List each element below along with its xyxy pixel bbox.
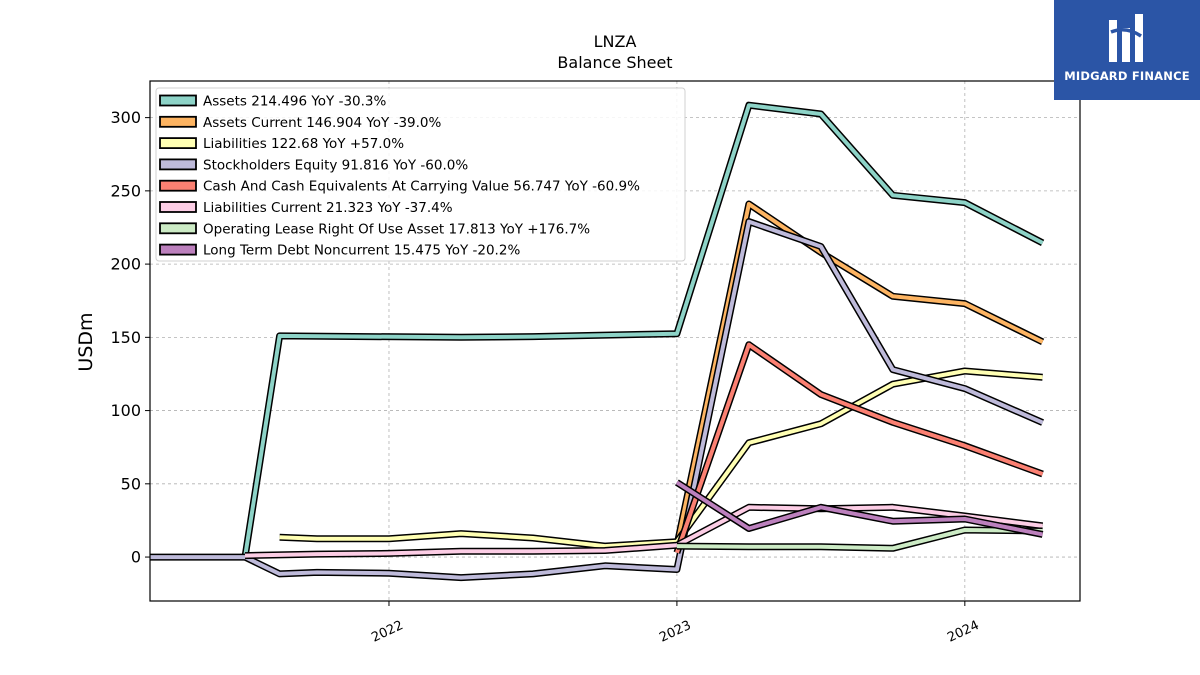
- legend-label: Long Term Debt Noncurrent 15.475 YoY -20…: [203, 243, 520, 259]
- legend-swatch: [159, 243, 197, 256]
- series-line-0: [241, 101, 1045, 558]
- legend-label: Stockholders Equity 91.816 YoY -60.0%: [203, 157, 468, 173]
- series-line-3: [150, 218, 1045, 582]
- series-line-2: [279, 367, 1043, 550]
- series-line-4: [673, 341, 1044, 554]
- y-axis-label: USDm: [75, 312, 97, 371]
- legend-swatch: [159, 179, 197, 192]
- legend-swatch: [159, 137, 197, 150]
- series-line-stroke: [675, 342, 1044, 554]
- legend-label: Assets Current 146.904 YoY -39.0%: [203, 115, 442, 131]
- brand-logo: MIDGARD FINANCE: [1054, 0, 1200, 100]
- series-line-stroke: [150, 219, 1044, 580]
- series-line-1: [673, 200, 1045, 547]
- series-line-7: [675, 479, 1044, 538]
- x-tick-label: 2024: [945, 618, 981, 646]
- legend: Assets 214.496 YoY -30.3% Assets Current …: [155, 87, 686, 262]
- y-tick-label: 50: [121, 474, 141, 493]
- y-axis-ticks: 0 50 100 150 200 250 300: [110, 108, 150, 567]
- y-tick-label: 0: [131, 548, 141, 567]
- series-line-stroke: [243, 103, 1044, 558]
- legend-swatch: [159, 94, 197, 107]
- legend-swatch: [159, 115, 197, 128]
- x-tick-label: 2023: [657, 618, 693, 646]
- x-tick-label: 2022: [369, 618, 405, 646]
- series-line-stroke: [676, 528, 1043, 551]
- series-line-6: [676, 526, 1043, 552]
- series-line-stroke: [674, 202, 1044, 546]
- chart-subtitle: Balance Sheet: [557, 53, 672, 72]
- series-line-5: [244, 503, 1044, 560]
- chart-title: LNZA: [594, 32, 637, 51]
- series-line-stroke: [675, 480, 1043, 537]
- legend-swatch: [159, 222, 197, 235]
- series-line-stroke: [244, 505, 1043, 558]
- plot-frame: [149, 80, 1081, 602]
- brand-logo-text: MIDGARD FINANCE: [1064, 69, 1190, 83]
- plot-lines: [150, 101, 1045, 582]
- midgard-logo-icon: [1109, 14, 1143, 62]
- legend-label: Cash And Cash Equivalents At Carrying Va…: [203, 179, 640, 195]
- y-tick-label: 100: [110, 401, 141, 420]
- legend-label: Liabilities 122.68 YoY +57.0%: [203, 136, 404, 152]
- legend-label: Liabilities Current 21.323 YoY -37.4%: [203, 200, 453, 216]
- legend-box: [155, 87, 686, 262]
- y-tick-label: 150: [110, 328, 141, 347]
- legend-swatch: [159, 201, 197, 213]
- legend-swatch: [159, 158, 197, 171]
- series-line-stroke: [279, 369, 1043, 549]
- y-tick-label: 300: [110, 108, 141, 127]
- y-tick-label: 250: [110, 181, 141, 200]
- y-tick-label: 200: [110, 255, 141, 274]
- legend-label: Assets 214.496 YoY -30.3%: [203, 94, 387, 110]
- x-axis-ticks: 2022 2023 2024: [369, 601, 982, 646]
- legend-label: Operating Lease Right Of Use Asset 17.81…: [203, 221, 590, 237]
